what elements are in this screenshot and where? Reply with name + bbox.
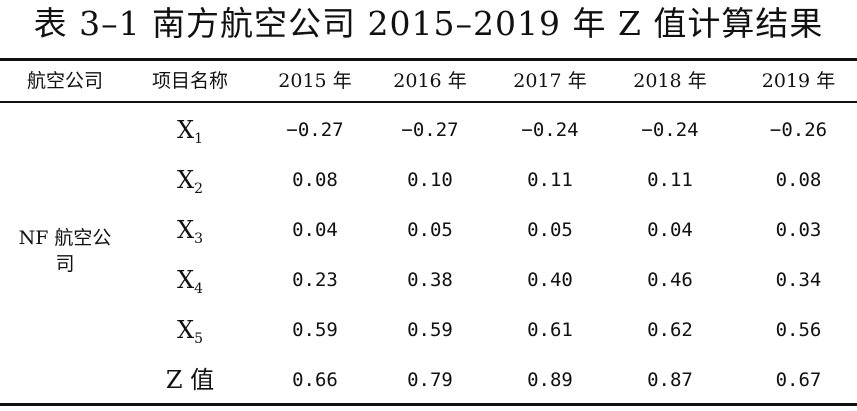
- table-cell-value: 0.87: [647, 369, 693, 391]
- header-year-2018: 2018 年: [633, 70, 707, 92]
- table-cell-value: 0.23: [292, 269, 338, 291]
- table-cell-value: 0.08: [292, 169, 338, 191]
- header-year-2016: 2016 年: [393, 70, 467, 92]
- table-title: 表 3–1 南方航空公司 2015–2019 年 Z 值计算结果: [33, 4, 824, 43]
- table-cell-value: 0.34: [775, 269, 822, 291]
- header-year-2019: 2019 年: [761, 70, 836, 92]
- table-cell-value: 0.11: [527, 169, 573, 191]
- table-cell-value: −0.26: [769, 119, 828, 141]
- header-divider-rule: [0, 101, 857, 103]
- table-row-item-label: Z 值: [165, 366, 215, 394]
- table-cell-value: −0.24: [521, 119, 579, 141]
- header-year-2017: 2017 年: [513, 70, 587, 92]
- table-bottom-rule: [0, 403, 857, 406]
- table-cell-value: 0.56: [775, 319, 822, 341]
- table-cell-value: −0.24: [641, 119, 699, 141]
- table-cell-value: 0.05: [407, 219, 453, 241]
- table-row-item-label: X3: [176, 216, 203, 247]
- header-year-2015: 2015 年: [278, 70, 352, 92]
- table-cell-value: 0.46: [647, 269, 693, 291]
- header-item: 项目名称: [151, 70, 228, 92]
- table-cell-value: 0.40: [527, 269, 573, 291]
- table-cell-value: 0.79: [407, 369, 453, 391]
- table-row-item-label: X1: [176, 116, 203, 147]
- table-top-rule: [0, 58, 857, 61]
- table-cell-value: 0.62: [647, 319, 693, 341]
- airline-name-cell: NF 航空公司: [18, 227, 112, 275]
- table-cell-value: 0.11: [647, 169, 693, 191]
- table-cell-value: 0.66: [292, 369, 338, 391]
- table-row-item-label: X2: [176, 166, 203, 197]
- table-cell-value: −0.27: [286, 119, 344, 141]
- table-cell-value: 0.05: [527, 219, 573, 241]
- table-cell-value: 0.10: [407, 169, 453, 191]
- table-cell-value: 0.04: [292, 219, 338, 241]
- table-cell-value: −0.27: [401, 119, 459, 141]
- table-cell-value: 0.08: [775, 169, 822, 191]
- table-cell-value: 0.59: [292, 319, 338, 341]
- table-row-item-label: X4: [176, 266, 203, 297]
- table-cell-value: 0.38: [407, 269, 453, 291]
- table-cell-value: 0.59: [407, 319, 453, 341]
- table-cell-value: 0.03: [775, 219, 822, 241]
- header-airline: 航空公司: [26, 70, 103, 92]
- table-cell-value: 0.89: [527, 369, 573, 391]
- table-cell-value: 0.61: [527, 319, 573, 341]
- table-cell-value: 0.04: [647, 219, 693, 241]
- table-row-item-label: X5: [176, 316, 203, 347]
- table-cell-value: 0.67: [775, 369, 822, 391]
